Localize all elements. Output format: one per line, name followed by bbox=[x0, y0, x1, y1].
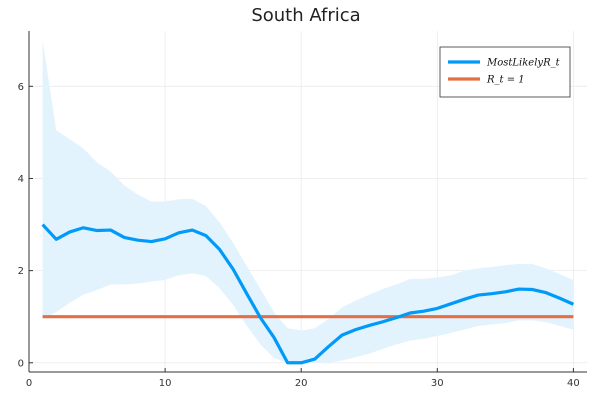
x-tick-label: 20 bbox=[295, 378, 308, 389]
x-tick-label: 0 bbox=[26, 378, 32, 389]
x-tick-label: 40 bbox=[567, 378, 580, 389]
legend-label: MostLikelyR_t bbox=[486, 58, 561, 69]
confidence-band bbox=[42, 40, 574, 363]
y-tick-label: 6 bbox=[18, 82, 24, 93]
legend: MostLikelyR_t R_t = 1 bbox=[439, 46, 571, 98]
y-tick-label: 4 bbox=[18, 174, 24, 185]
series-line-mostlikelyrt bbox=[41, 223, 575, 365]
series-lines bbox=[41, 223, 575, 365]
legend-label: R_t = 1 bbox=[486, 75, 525, 86]
legend-box bbox=[439, 46, 571, 98]
chart-title: South Africa bbox=[251, 5, 360, 26]
axes: 0 10 20 30 40 0 2 4 6 bbox=[18, 31, 587, 389]
x-tick-label: 10 bbox=[159, 378, 172, 389]
confidence-band-area bbox=[42, 40, 574, 363]
x-tick-label: 30 bbox=[431, 378, 444, 389]
y-tick-label: 0 bbox=[18, 358, 24, 369]
y-tick-label: 2 bbox=[18, 266, 24, 277]
